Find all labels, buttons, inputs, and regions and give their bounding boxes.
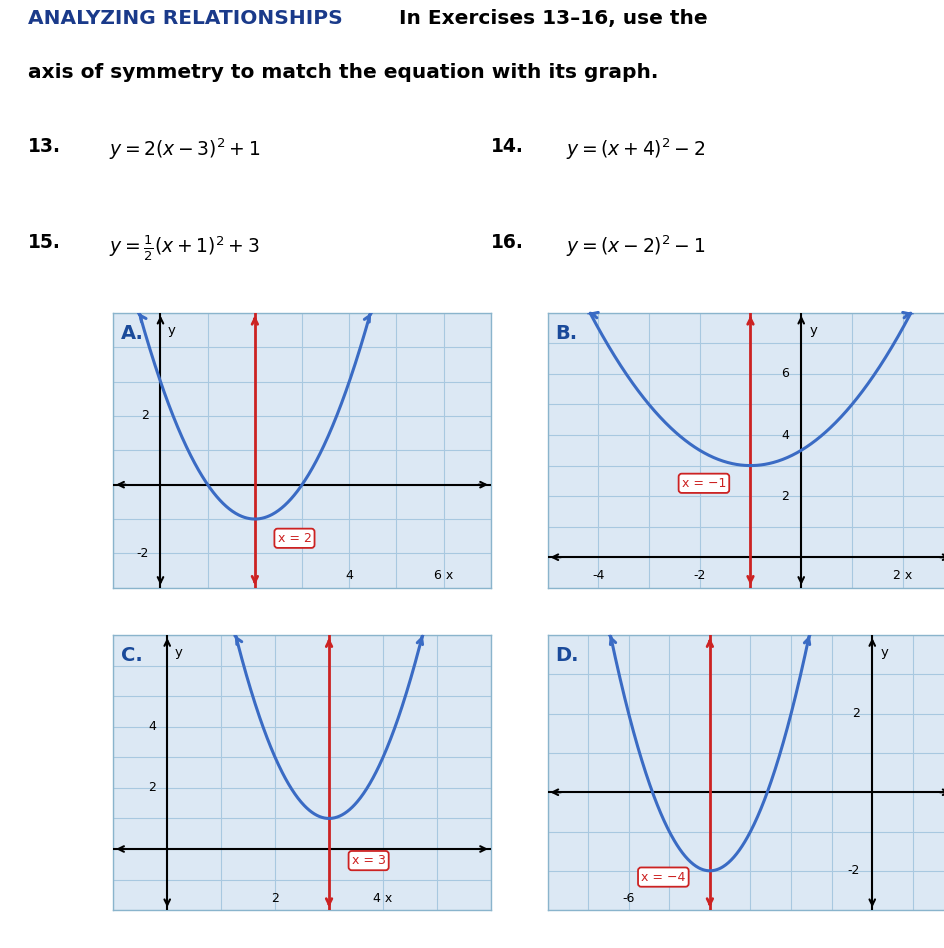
Text: 4: 4 [148,720,156,734]
Text: -4: -4 [592,569,604,582]
Text: 4: 4 [782,428,789,442]
Text: B.: B. [556,324,578,343]
Text: x = −1: x = −1 [682,477,726,490]
Text: 15.: 15. [28,233,61,252]
Text: $y = \frac{1}{2}(x + 1)^2 + 3$: $y = \frac{1}{2}(x + 1)^2 + 3$ [109,233,259,263]
Text: y: y [881,647,888,659]
Text: axis of symmetry to match the equation with its graph.: axis of symmetry to match the equation w… [28,63,659,82]
Text: 2: 2 [142,410,149,423]
Text: D.: D. [556,647,579,665]
Text: x = 2: x = 2 [278,532,312,545]
Text: 2: 2 [782,489,789,502]
Text: 4 x: 4 x [374,891,393,904]
Text: 4: 4 [346,569,353,582]
Text: y: y [809,324,818,337]
Text: -2: -2 [848,865,860,877]
Text: 16.: 16. [491,233,524,252]
Text: 6 x: 6 x [434,569,453,582]
Text: In Exercises 13–16, use the: In Exercises 13–16, use the [392,9,707,27]
Text: 2: 2 [148,781,156,794]
Text: 2 x: 2 x [893,569,912,582]
Text: C.: C. [121,647,143,665]
Text: y: y [168,324,176,337]
Text: $y = (x + 4)^2 - 2$: $y = (x + 4)^2 - 2$ [566,137,706,162]
Text: 14.: 14. [491,137,524,155]
Text: $y = (x - 2)^2 - 1$: $y = (x - 2)^2 - 1$ [566,233,706,259]
Text: 13.: 13. [28,137,61,155]
Text: y: y [175,647,182,659]
Text: 2: 2 [271,891,279,904]
Text: x = 3: x = 3 [352,854,385,867]
Text: A.: A. [121,324,143,343]
Text: 6: 6 [782,368,789,380]
Text: x = −4: x = −4 [641,870,685,884]
Text: 2: 2 [852,707,860,720]
Text: -6: -6 [622,891,635,904]
Text: $y = 2(x - 3)^2 + 1$: $y = 2(x - 3)^2 + 1$ [109,137,260,162]
Text: ANALYZING RELATIONSHIPS: ANALYZING RELATIONSHIPS [28,9,343,27]
Text: -2: -2 [137,547,149,560]
Text: -2: -2 [694,569,706,582]
